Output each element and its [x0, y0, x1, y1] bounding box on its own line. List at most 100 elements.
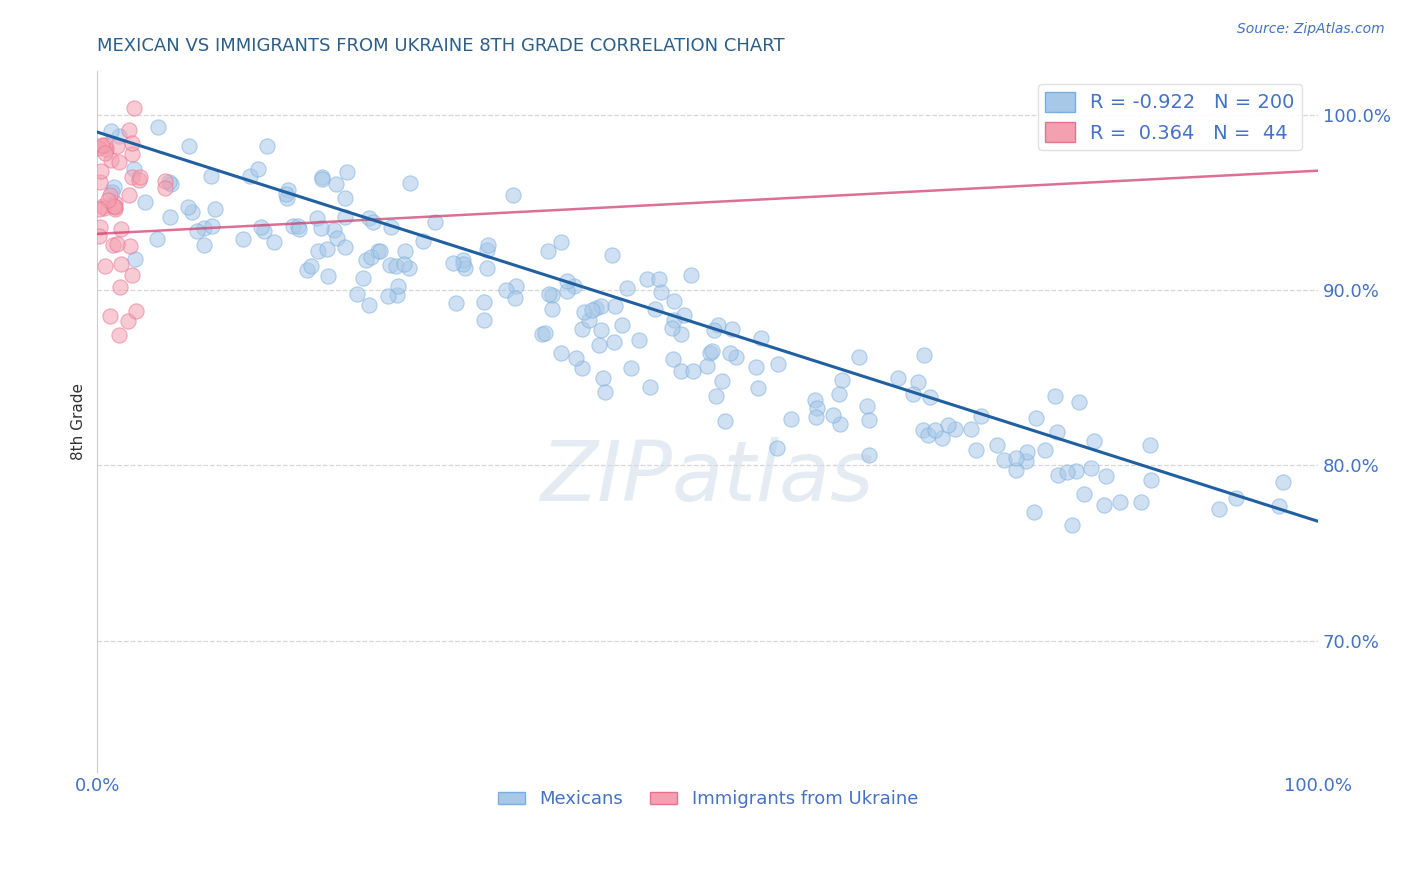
- Point: [118, 188, 141, 202]
- Point: [108, 129, 131, 144]
- Point: [537, 244, 560, 258]
- Point: [387, 278, 409, 293]
- Point: [89, 228, 111, 243]
- Point: [157, 175, 180, 189]
- Point: [538, 287, 561, 301]
- Point: [572, 305, 595, 319]
- Point: [104, 195, 127, 210]
- Point: [394, 244, 416, 258]
- Point: [1083, 434, 1105, 448]
- Point: [644, 301, 666, 316]
- Point: [502, 188, 524, 202]
- Point: [993, 452, 1015, 467]
- Point: [610, 318, 633, 332]
- Point: [323, 223, 346, 237]
- Point: [1271, 475, 1294, 489]
- Text: MEXICAN VS IMMIGRANTS FROM UKRAINE 8TH GRADE CORRELATION CHART: MEXICAN VS IMMIGRANTS FROM UKRAINE 8TH G…: [97, 37, 785, 55]
- Point: [385, 259, 408, 273]
- Point: [828, 417, 851, 432]
- Point: [121, 136, 143, 150]
- Point: [247, 161, 270, 176]
- Point: [924, 423, 946, 437]
- Point: [145, 232, 167, 246]
- Point: [186, 224, 208, 238]
- Point: [299, 260, 322, 274]
- Point: [129, 169, 152, 184]
- Point: [585, 301, 607, 316]
- Point: [91, 138, 114, 153]
- Point: [118, 122, 141, 136]
- Point: [105, 138, 128, 153]
- Point: [912, 423, 935, 437]
- Point: [120, 239, 142, 253]
- Point: [315, 242, 337, 256]
- Point: [724, 350, 747, 364]
- Point: [87, 141, 110, 155]
- Point: [103, 179, 125, 194]
- Point: [134, 194, 156, 209]
- Point: [253, 224, 276, 238]
- Point: [193, 238, 215, 252]
- Point: [593, 384, 616, 399]
- Point: [425, 215, 447, 229]
- Point: [831, 373, 853, 387]
- Point: [662, 312, 685, 326]
- Point: [124, 252, 146, 266]
- Point: [1005, 450, 1028, 465]
- Point: [311, 171, 333, 186]
- Point: [108, 279, 131, 293]
- Point: [107, 237, 129, 252]
- Point: [200, 169, 222, 183]
- Point: [943, 421, 966, 435]
- Point: [855, 399, 877, 413]
- Point: [1140, 473, 1163, 487]
- Point: [1080, 461, 1102, 475]
- Point: [359, 211, 381, 225]
- Point: [367, 244, 389, 258]
- Point: [581, 303, 603, 318]
- Point: [931, 431, 953, 445]
- Point: [177, 200, 200, 214]
- Point: [204, 202, 226, 216]
- Point: [98, 187, 121, 202]
- Point: [159, 210, 181, 224]
- Point: [541, 288, 564, 302]
- Point: [703, 323, 725, 337]
- Point: [108, 154, 131, 169]
- Point: [125, 304, 148, 318]
- Point: [1033, 442, 1056, 457]
- Point: [325, 177, 347, 191]
- Point: [153, 181, 176, 195]
- Point: [681, 268, 703, 283]
- Point: [316, 268, 339, 283]
- Point: [94, 142, 117, 156]
- Point: [1108, 495, 1130, 509]
- Point: [917, 428, 939, 442]
- Point: [661, 321, 683, 335]
- Point: [100, 124, 122, 138]
- Point: [360, 250, 382, 264]
- Point: [124, 161, 146, 176]
- Point: [565, 351, 588, 366]
- Point: [93, 145, 115, 160]
- Point: [495, 283, 517, 297]
- Point: [557, 274, 579, 288]
- Point: [387, 288, 409, 302]
- Point: [232, 231, 254, 245]
- Point: [335, 191, 357, 205]
- Point: [616, 281, 638, 295]
- Point: [588, 338, 610, 352]
- Point: [336, 165, 359, 179]
- Point: [104, 202, 127, 217]
- Point: [1062, 517, 1084, 532]
- Point: [1015, 444, 1038, 458]
- Point: [766, 441, 789, 455]
- Point: [359, 298, 381, 312]
- Point: [108, 328, 131, 343]
- Point: [638, 380, 661, 394]
- Point: [444, 296, 467, 310]
- Point: [669, 364, 692, 378]
- Point: [578, 312, 600, 326]
- Point: [398, 176, 420, 190]
- Point: [287, 219, 309, 233]
